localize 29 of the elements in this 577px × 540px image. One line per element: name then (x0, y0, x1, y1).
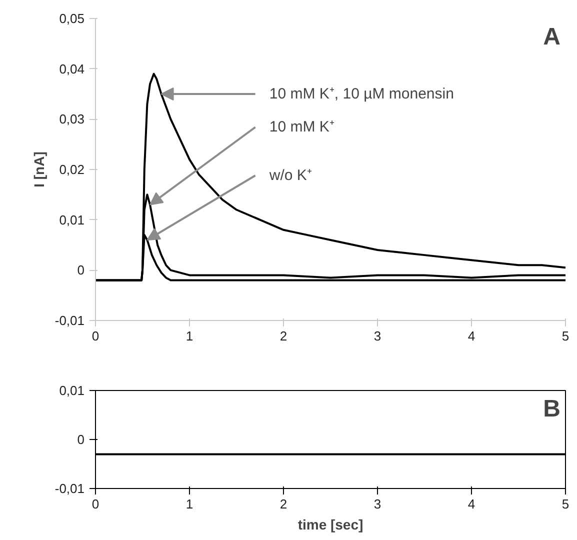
x-tick-label: 3 (374, 496, 382, 512)
y-tick-label: -0,01 (54, 481, 85, 496)
x-axis-title: time [sec] (298, 516, 364, 532)
x-tick-label: 4 (468, 496, 476, 512)
x-tick-label: 2 (280, 328, 288, 344)
y-axis-title: I [nA] (30, 152, 47, 188)
annotation: 10 mM K⁺, 10 µM monensin (269, 86, 454, 102)
x-tick-label: 0 (92, 496, 100, 512)
x-tick-label: 5 (562, 328, 570, 344)
y-tick-label: 0,01 (59, 212, 85, 228)
y-tick-label: 0,05 (59, 11, 85, 26)
y-tick-label: 0,01 (59, 383, 85, 398)
y-tick-label: 0,03 (59, 112, 85, 127)
y-tick-label: 0 (77, 432, 85, 447)
x-tick-label: 3 (374, 328, 382, 344)
x-tick-label: 5 (562, 496, 570, 512)
annotation: A (543, 24, 561, 50)
x-tick-label: 1 (186, 496, 194, 512)
y-tick-label: 0,02 (59, 162, 85, 177)
annotation: w/o K⁺ (268, 167, 312, 184)
x-tick-label: 0 (92, 328, 100, 344)
x-tick-label: 2 (280, 496, 288, 512)
y-tick-label: 0,04 (59, 61, 85, 76)
annotation: B (543, 396, 561, 422)
x-tick-label: 1 (186, 328, 194, 344)
y-tick-label: 0 (77, 262, 85, 278)
y-tick-label: -0,01 (54, 313, 85, 328)
annotation: 10 mM K⁺ (269, 118, 334, 136)
x-tick-label: 4 (468, 328, 476, 344)
